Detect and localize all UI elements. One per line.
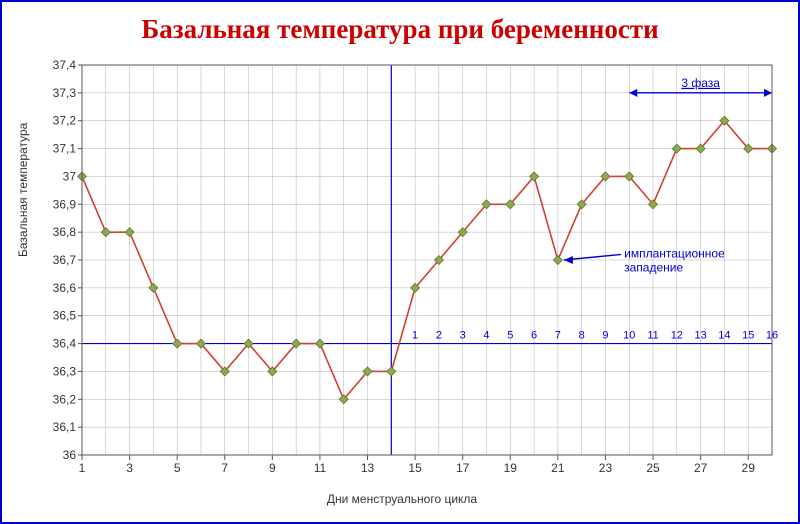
- svg-text:11: 11: [314, 461, 327, 475]
- svg-text:9: 9: [602, 330, 608, 342]
- svg-text:3: 3: [460, 330, 466, 342]
- svg-text:7: 7: [555, 330, 561, 342]
- svg-text:36,5: 36,5: [53, 309, 77, 323]
- svg-text:11: 11: [647, 330, 658, 342]
- svg-text:1: 1: [79, 461, 86, 475]
- svg-text:36,3: 36,3: [53, 364, 77, 378]
- svg-text:36,4: 36,4: [53, 337, 77, 351]
- chart-svg: 3636,136,236,336,436,536,636,736,836,937…: [20, 57, 784, 512]
- svg-text:5: 5: [507, 330, 513, 342]
- svg-text:имплантационное: имплантационное: [624, 246, 725, 260]
- svg-text:7: 7: [221, 461, 228, 475]
- svg-text:13: 13: [361, 461, 375, 475]
- svg-text:17: 17: [456, 461, 470, 475]
- svg-text:19: 19: [504, 461, 518, 475]
- svg-text:13: 13: [694, 330, 706, 342]
- svg-text:29: 29: [742, 461, 756, 475]
- svg-text:37: 37: [63, 169, 77, 183]
- svg-text:14: 14: [718, 330, 730, 342]
- svg-text:36,9: 36,9: [53, 197, 77, 211]
- chart-title: Базальная температура при беременности: [2, 2, 798, 53]
- svg-text:1: 1: [412, 330, 418, 342]
- svg-text:37,3: 37,3: [53, 86, 77, 100]
- svg-text:15: 15: [742, 330, 754, 342]
- svg-text:36,6: 36,6: [53, 281, 77, 295]
- svg-text:12: 12: [671, 330, 683, 342]
- svg-text:западение: западение: [624, 260, 683, 274]
- svg-text:36,2: 36,2: [53, 392, 77, 406]
- svg-text:3: 3: [126, 461, 133, 475]
- svg-text:9: 9: [269, 461, 276, 475]
- svg-text:36: 36: [63, 448, 77, 462]
- svg-text:4: 4: [483, 330, 489, 342]
- svg-text:36,1: 36,1: [53, 420, 77, 434]
- svg-text:27: 27: [694, 461, 708, 475]
- svg-text:36,8: 36,8: [53, 225, 77, 239]
- svg-text:10: 10: [623, 330, 635, 342]
- svg-text:21: 21: [551, 461, 565, 475]
- svg-text:15: 15: [408, 461, 422, 475]
- svg-text:6: 6: [531, 330, 537, 342]
- chart-container: Базальная температура Дни менструального…: [20, 57, 784, 512]
- svg-text:37,4: 37,4: [53, 58, 77, 72]
- svg-text:25: 25: [646, 461, 660, 475]
- svg-text:37,2: 37,2: [53, 114, 77, 128]
- svg-text:37,1: 37,1: [53, 142, 77, 156]
- svg-text:5: 5: [174, 461, 181, 475]
- svg-text:3 фаза: 3 фаза: [681, 76, 720, 90]
- svg-text:8: 8: [579, 330, 585, 342]
- svg-text:36,7: 36,7: [53, 253, 77, 267]
- svg-text:2: 2: [436, 330, 442, 342]
- svg-text:23: 23: [599, 461, 613, 475]
